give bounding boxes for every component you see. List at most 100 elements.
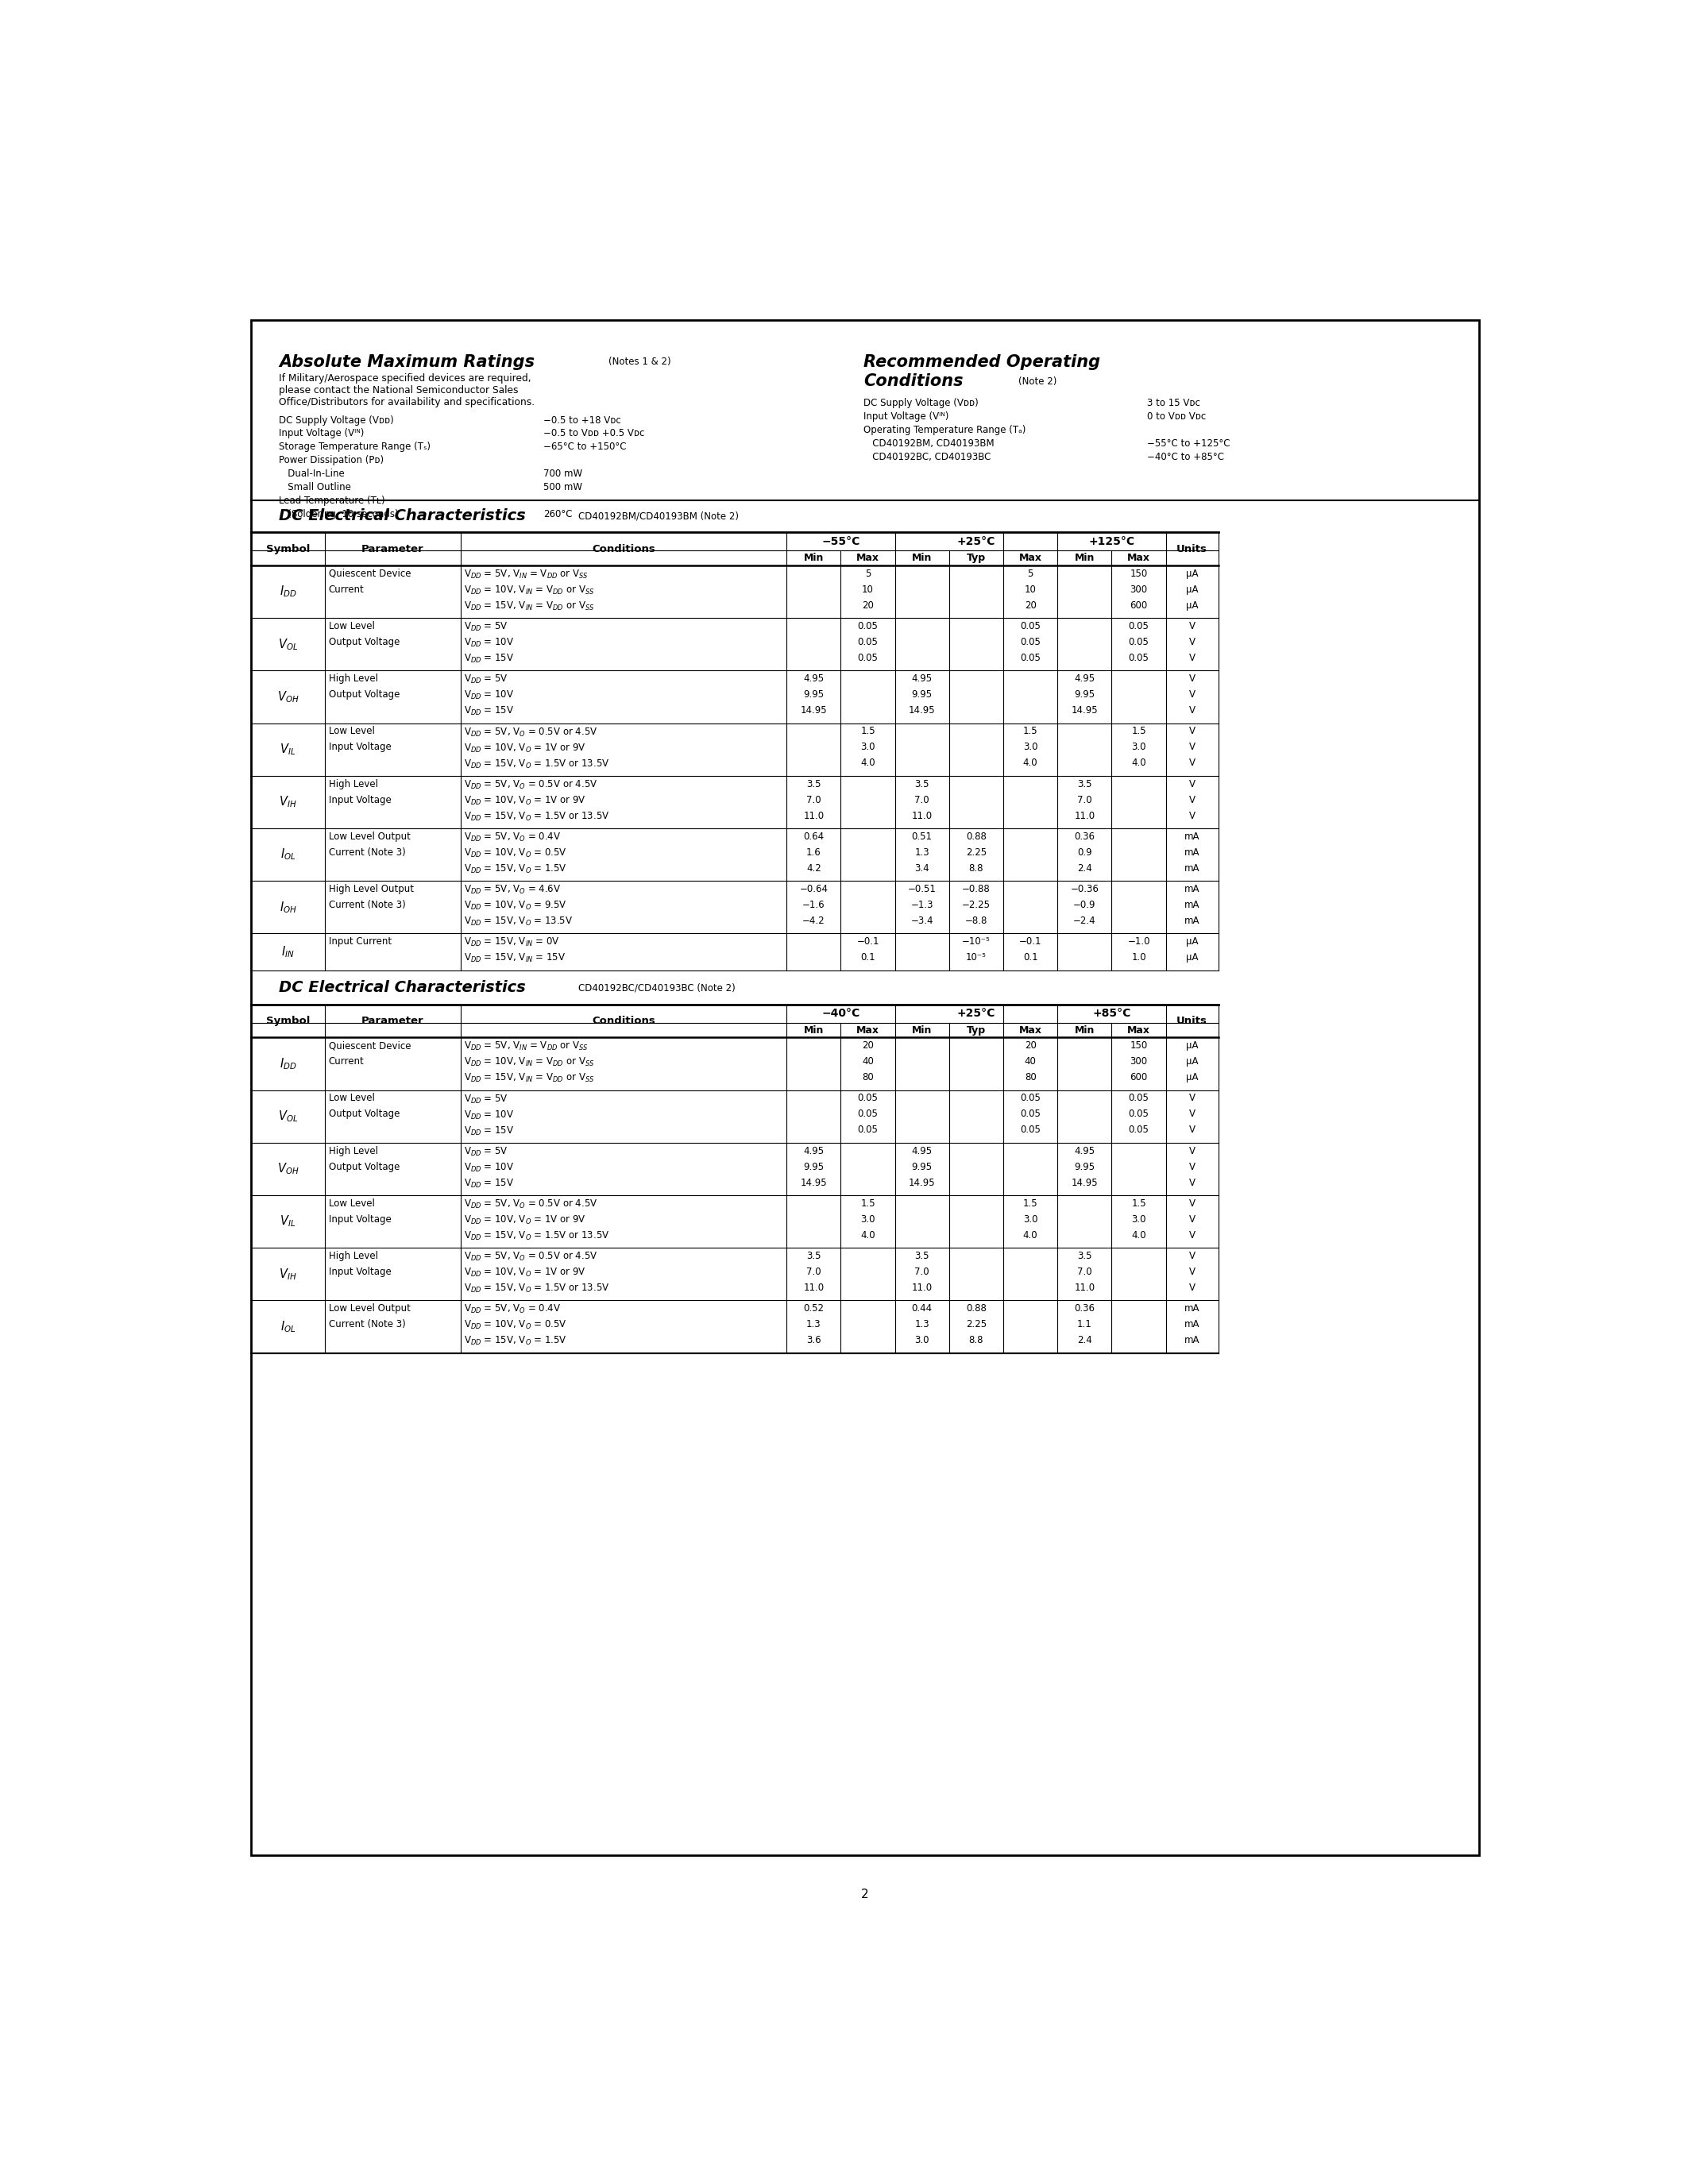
Text: 500 mW: 500 mW bbox=[544, 483, 582, 494]
Text: 1.5: 1.5 bbox=[861, 1199, 876, 1208]
Text: 2: 2 bbox=[861, 1889, 869, 1900]
Text: 8.8: 8.8 bbox=[969, 1334, 984, 1345]
Text: mA: mA bbox=[1185, 1304, 1200, 1315]
Text: 40: 40 bbox=[863, 1057, 874, 1066]
Text: 0.05: 0.05 bbox=[1129, 653, 1150, 664]
Text: 3.0: 3.0 bbox=[1023, 743, 1038, 753]
Text: 0.05: 0.05 bbox=[1020, 1125, 1041, 1136]
Text: −55°C to +125°C: −55°C to +125°C bbox=[1146, 439, 1231, 448]
Text: V$_{DD}$ = 5V, V$_O$ = 0.5V or 4.5V: V$_{DD}$ = 5V, V$_O$ = 0.5V or 4.5V bbox=[464, 780, 598, 791]
Text: DC Electrical Characteristics: DC Electrical Characteristics bbox=[279, 981, 525, 996]
Text: V$_{DD}$ = 15V, V$_O$ = 1.5V or 13.5V: V$_{DD}$ = 15V, V$_O$ = 1.5V or 13.5V bbox=[464, 810, 609, 823]
Text: 0.05: 0.05 bbox=[1020, 1109, 1041, 1120]
Text: Quiescent Device: Quiescent Device bbox=[329, 568, 410, 579]
Text: 4.0: 4.0 bbox=[1023, 1230, 1038, 1241]
Text: V$_{DD}$ = 5V, V$_O$ = 0.4V: V$_{DD}$ = 5V, V$_O$ = 0.4V bbox=[464, 1304, 560, 1315]
Text: 0.05: 0.05 bbox=[1020, 653, 1041, 664]
Text: 260°C: 260°C bbox=[544, 509, 572, 520]
Text: Quiescent Device: Quiescent Device bbox=[329, 1040, 410, 1051]
Text: 150: 150 bbox=[1129, 1040, 1148, 1051]
Text: Dual-In-Line: Dual-In-Line bbox=[279, 470, 344, 478]
Text: 1.6: 1.6 bbox=[807, 847, 820, 858]
Text: V: V bbox=[1188, 1230, 1195, 1241]
Text: −1.0: −1.0 bbox=[1128, 937, 1150, 948]
Text: V$_{DD}$ = 15V, V$_O$ = 1.5V: V$_{DD}$ = 15V, V$_O$ = 1.5V bbox=[464, 1334, 567, 1348]
Text: Min: Min bbox=[803, 553, 824, 563]
Text: −40°C to +85°C: −40°C to +85°C bbox=[1146, 452, 1224, 463]
Text: V: V bbox=[1188, 1267, 1195, 1278]
Text: 20: 20 bbox=[1025, 601, 1036, 612]
Text: Conditions: Conditions bbox=[592, 1016, 655, 1026]
Text: CD40192BC/CD40193BC (Note 2): CD40192BC/CD40193BC (Note 2) bbox=[579, 983, 736, 994]
Text: 0.36: 0.36 bbox=[1074, 832, 1096, 841]
Text: −0.5 to +18 Vᴅᴄ: −0.5 to +18 Vᴅᴄ bbox=[544, 415, 621, 426]
Text: V: V bbox=[1188, 1251, 1195, 1260]
Text: $V_{IH}$: $V_{IH}$ bbox=[279, 1267, 297, 1282]
Text: Current: Current bbox=[329, 1057, 365, 1066]
Text: 7.0: 7.0 bbox=[915, 795, 930, 806]
Text: Conditions: Conditions bbox=[592, 544, 655, 555]
Text: 80: 80 bbox=[1025, 1072, 1036, 1083]
Text: Current (Note 3): Current (Note 3) bbox=[329, 1319, 405, 1330]
Text: CD40192BM/CD40193BM (Note 2): CD40192BM/CD40193BM (Note 2) bbox=[579, 511, 739, 522]
Text: 0.05: 0.05 bbox=[858, 620, 878, 631]
Text: 3.4: 3.4 bbox=[915, 863, 930, 874]
Text: V$_{DD}$ = 5V, V$_{IN}$ = V$_{DD}$ or V$_{SS}$: V$_{DD}$ = 5V, V$_{IN}$ = V$_{DD}$ or V$… bbox=[464, 1040, 589, 1053]
Text: 0.64: 0.64 bbox=[803, 832, 824, 841]
Text: 1.5: 1.5 bbox=[1131, 1199, 1146, 1208]
Text: 300: 300 bbox=[1129, 585, 1148, 594]
Text: μA: μA bbox=[1187, 952, 1198, 963]
Text: Low Level Output: Low Level Output bbox=[329, 1304, 410, 1315]
Text: 0.05: 0.05 bbox=[858, 1109, 878, 1120]
Text: 11.0: 11.0 bbox=[803, 1282, 824, 1293]
Text: −3.4: −3.4 bbox=[912, 915, 933, 926]
Text: 10: 10 bbox=[1025, 585, 1036, 594]
Text: V$_{DD}$ = 15V, V$_O$ = 1.5V: V$_{DD}$ = 15V, V$_O$ = 1.5V bbox=[464, 863, 567, 876]
Text: μA: μA bbox=[1187, 585, 1198, 594]
Text: 9.95: 9.95 bbox=[1074, 690, 1096, 699]
Text: 3.0: 3.0 bbox=[1131, 743, 1146, 753]
Text: V$_{DD}$ = 15V, V$_O$ = 13.5V: V$_{DD}$ = 15V, V$_O$ = 13.5V bbox=[464, 915, 574, 928]
Text: Max: Max bbox=[1128, 1024, 1150, 1035]
Text: V$_{DD}$ = 15V: V$_{DD}$ = 15V bbox=[464, 653, 515, 664]
Text: 3.0: 3.0 bbox=[1023, 1214, 1038, 1225]
Text: V$_{DD}$ = 15V, V$_O$ = 1.5V or 13.5V: V$_{DD}$ = 15V, V$_O$ = 1.5V or 13.5V bbox=[464, 1282, 609, 1295]
Text: 9.95: 9.95 bbox=[912, 1162, 932, 1173]
Text: 600: 600 bbox=[1129, 601, 1148, 612]
Text: 1.3: 1.3 bbox=[915, 847, 930, 858]
Text: $V_{IH}$: $V_{IH}$ bbox=[279, 795, 297, 810]
Text: High Level: High Level bbox=[329, 780, 378, 788]
Text: Symbol: Symbol bbox=[267, 1016, 311, 1026]
Text: V: V bbox=[1188, 620, 1195, 631]
Text: 0.05: 0.05 bbox=[858, 1094, 878, 1103]
Text: 20: 20 bbox=[863, 1040, 874, 1051]
Text: 4.95: 4.95 bbox=[912, 673, 932, 684]
Text: −0.36: −0.36 bbox=[1070, 885, 1099, 893]
Text: mA: mA bbox=[1185, 900, 1200, 911]
Text: 4.0: 4.0 bbox=[1023, 758, 1038, 769]
Text: CD40192BC, CD40193BC: CD40192BC, CD40193BC bbox=[864, 452, 991, 463]
Text: 3.0: 3.0 bbox=[861, 1214, 874, 1225]
Text: V: V bbox=[1188, 673, 1195, 684]
Text: 14.95: 14.95 bbox=[1072, 705, 1097, 716]
Text: 7.0: 7.0 bbox=[807, 1267, 820, 1278]
Text: −1.6: −1.6 bbox=[802, 900, 825, 911]
Text: V: V bbox=[1188, 758, 1195, 769]
Text: 20: 20 bbox=[863, 601, 874, 612]
Text: V$_{DD}$ = 15V: V$_{DD}$ = 15V bbox=[464, 1177, 515, 1190]
Text: Parameter: Parameter bbox=[361, 1016, 424, 1026]
Text: 3.5: 3.5 bbox=[807, 1251, 820, 1260]
Text: High Level: High Level bbox=[329, 1147, 378, 1155]
Text: 10⁻⁵: 10⁻⁵ bbox=[966, 952, 986, 963]
Text: 0.05: 0.05 bbox=[858, 1125, 878, 1136]
Text: V$_{DD}$ = 10V, V$_O$ = 1V or 9V: V$_{DD}$ = 10V, V$_O$ = 1V or 9V bbox=[464, 743, 586, 753]
Text: 0.1: 0.1 bbox=[1023, 952, 1038, 963]
Text: 0.44: 0.44 bbox=[912, 1304, 932, 1315]
Text: 4.95: 4.95 bbox=[1074, 673, 1096, 684]
Text: −0.64: −0.64 bbox=[800, 885, 829, 893]
Text: 14.95: 14.95 bbox=[1072, 1177, 1097, 1188]
Text: Output Voltage: Output Voltage bbox=[329, 690, 400, 699]
Text: V$_{DD}$ = 10V, V$_O$ = 0.5V: V$_{DD}$ = 10V, V$_O$ = 0.5V bbox=[464, 847, 567, 858]
Text: μA: μA bbox=[1187, 568, 1198, 579]
Text: Low Level: Low Level bbox=[329, 1199, 375, 1208]
